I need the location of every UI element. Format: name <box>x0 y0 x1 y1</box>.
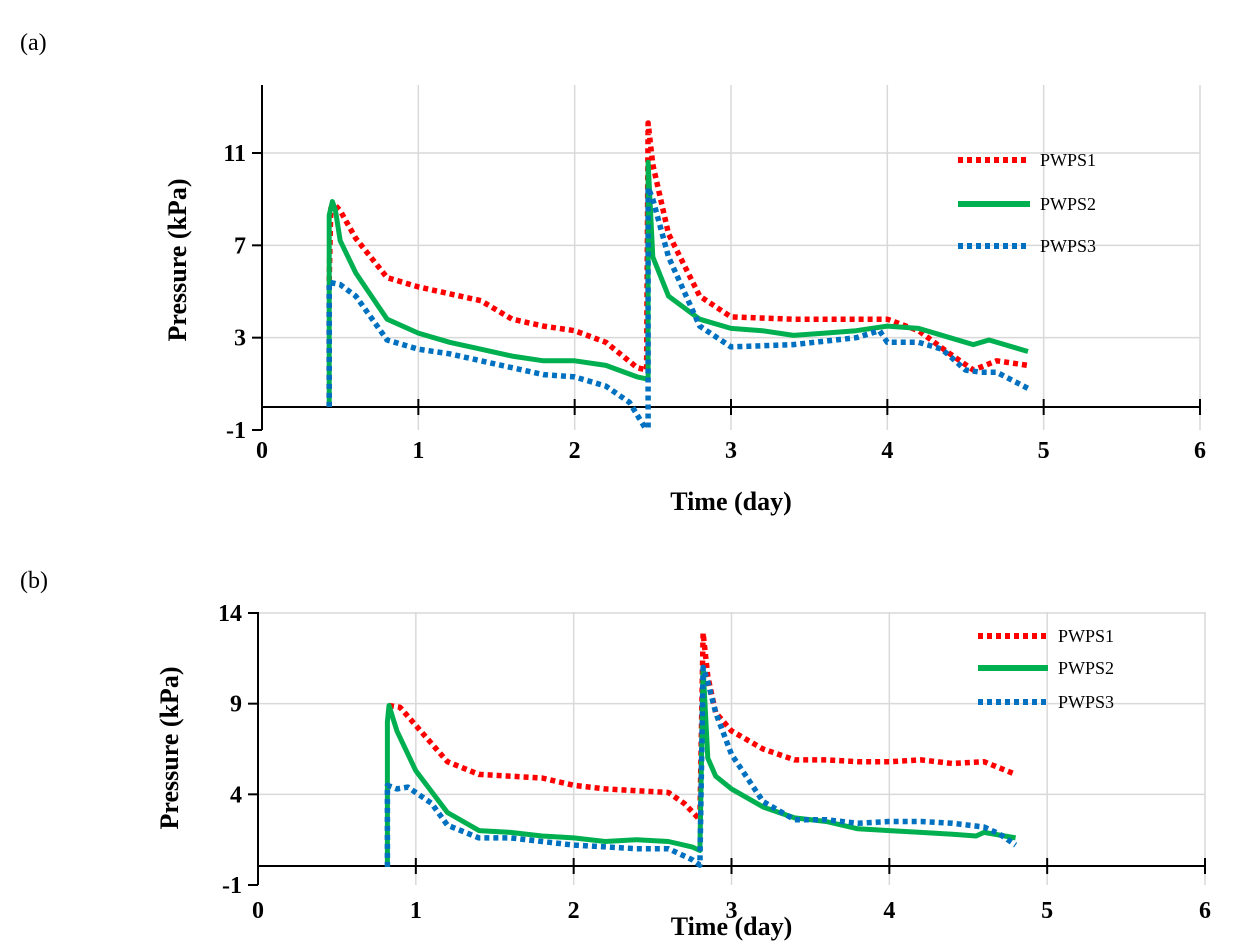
panel-b-y-tick-label: 4 <box>230 782 242 808</box>
panel-b-label: (b) <box>20 568 48 594</box>
panel-a-legend-label-pwps3: PWPS3 <box>1040 236 1096 256</box>
panel-a-x-tick-label: 3 <box>725 438 737 464</box>
panel-b-x-tick-label: 1 <box>410 898 422 924</box>
panel-a-y-tick-label: -1 <box>226 418 246 444</box>
panel-b-x-axis-title: Time (day) <box>671 912 793 941</box>
panel-a-y-axis-title: Pressure (kPa) <box>163 179 192 342</box>
panel-b-x-tick-label: 6 <box>1199 898 1211 924</box>
panel-b-x-tick-label: 4 <box>883 898 895 924</box>
panel-b-x-tick-label: 2 <box>568 898 580 924</box>
panel-a-y-tick-label: 11 <box>223 141 246 167</box>
panel-a-x-tick-label: 5 <box>1038 438 1050 464</box>
panel-b-legend-label-pwps2: PWPS2 <box>1058 658 1114 678</box>
panel-a-x-axis-title: Time (day) <box>670 487 792 516</box>
panel-b-legend-label-pwps1: PWPS1 <box>1058 626 1114 646</box>
panel-b-x-tick-label: 0 <box>252 898 264 924</box>
panel-a-series-pwps1-line <box>326 120 1029 407</box>
panel-a-label: (a) <box>20 30 47 56</box>
panel-a-x-tick-label: 0 <box>256 438 268 464</box>
panel-b-y-tick-label: -1 <box>222 873 242 899</box>
panel-a-legend-label-pwps1: PWPS1 <box>1040 150 1096 170</box>
panel-a-y-tick-label: 7 <box>234 233 246 259</box>
panel-a-x-tick-label: 4 <box>881 438 893 464</box>
panel-a-series-pwps2-line <box>326 159 1029 407</box>
panel-a-x-tick-label: 6 <box>1194 438 1206 464</box>
panel-a-legend-label-pwps2: PWPS2 <box>1040 194 1096 214</box>
panel-b-legend-label-pwps3: PWPS3 <box>1058 692 1114 712</box>
panel-a-x-tick-label: 2 <box>569 438 581 464</box>
panel-b-y-tick-label: 9 <box>230 692 242 718</box>
panel-b-x-tick-label: 5 <box>1041 898 1053 924</box>
panel-a-y-tick-label: 3 <box>234 326 246 352</box>
panel-a-x-tick-label: 1 <box>412 438 424 464</box>
panel-b-x-tick-label: 3 <box>726 898 738 924</box>
panel-b-y-tick-label: 14 <box>218 601 242 627</box>
panel-b-y-axis-title: Pressure (kPa) <box>155 667 184 830</box>
panel-a-series-pwps3-line <box>326 184 1030 431</box>
panel-b-series-pwps3-line <box>384 664 1018 868</box>
